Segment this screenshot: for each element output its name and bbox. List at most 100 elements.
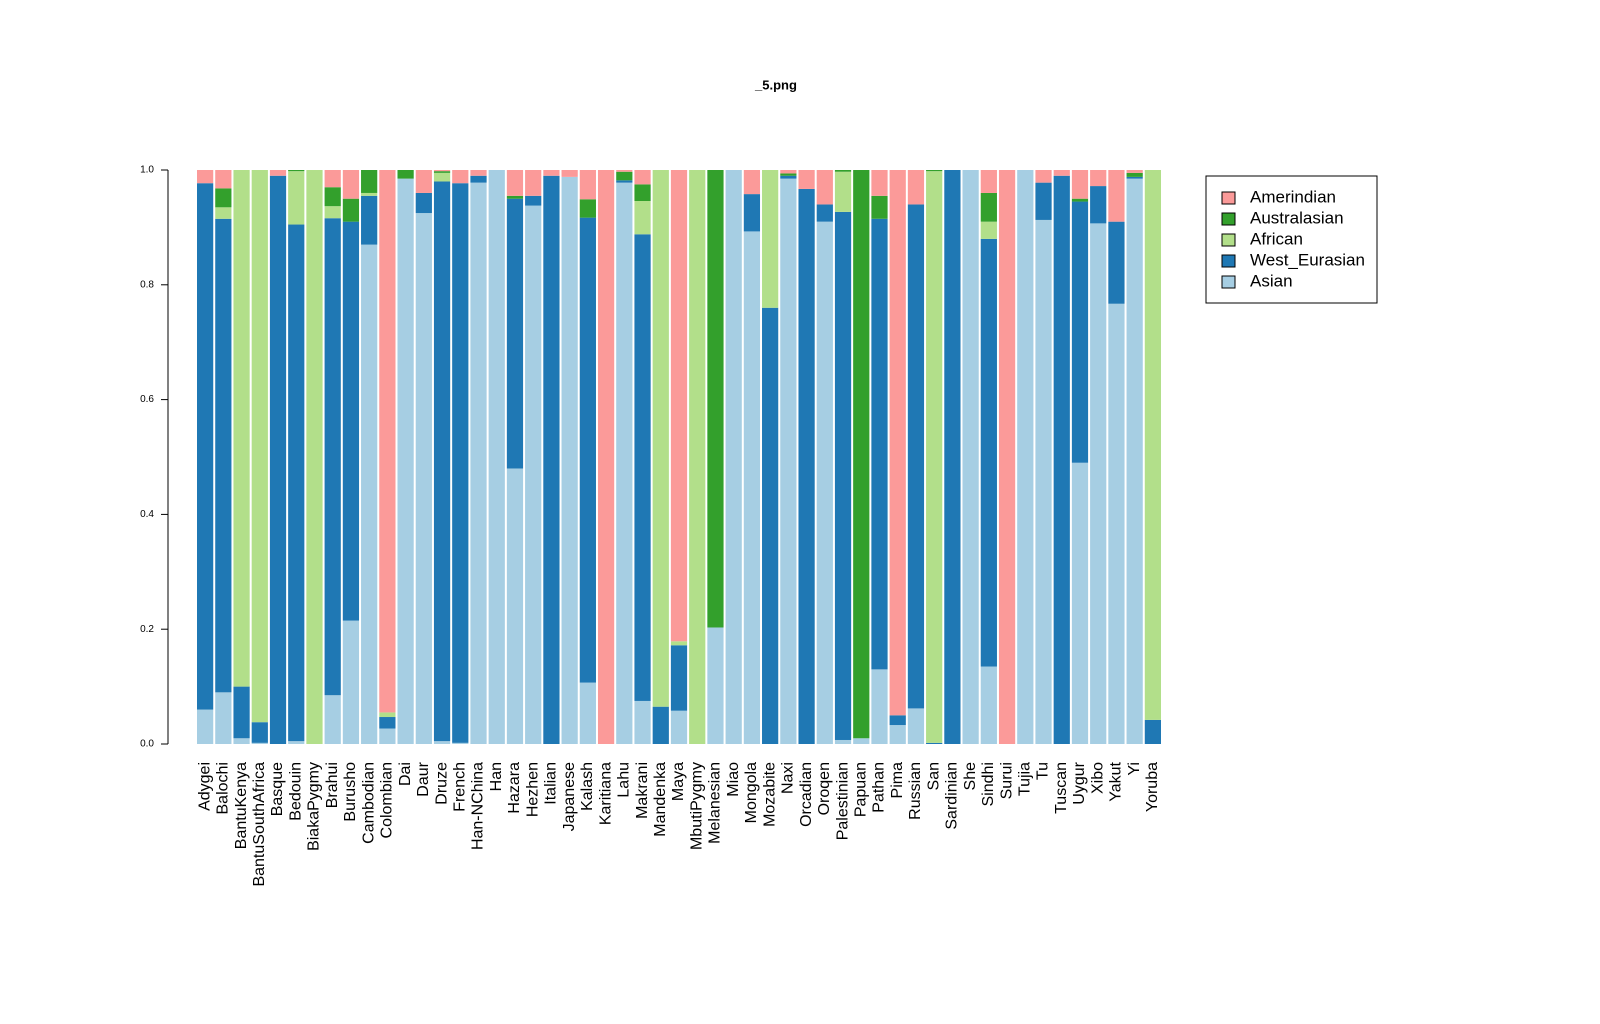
- bar-segment: [197, 709, 214, 744]
- bar-segment: [780, 175, 797, 179]
- bar-segment: [579, 682, 596, 744]
- bar-segment: [288, 224, 305, 742]
- bar-segment: [670, 641, 688, 646]
- bar-segment: [1126, 176, 1143, 179]
- x-tick-label: Lahu: [616, 762, 633, 798]
- bar-segment: [579, 217, 596, 683]
- bar-segment: [506, 468, 524, 744]
- legend-label: Amerindian: [1250, 187, 1336, 206]
- bar-segment: [1126, 178, 1143, 745]
- x-tick-label: Italian: [543, 762, 560, 805]
- bar-segment: [1035, 182, 1052, 220]
- x-tick-label: Mandenka: [652, 762, 669, 837]
- x-tick-label: French: [452, 762, 469, 812]
- bar-segment: [616, 182, 633, 745]
- bar-segment: [634, 700, 651, 744]
- bar-segment: [907, 708, 925, 744]
- x-tick-label: Pima: [889, 762, 906, 799]
- legend-label: Australasian: [1250, 208, 1344, 227]
- x-tick-label: BantuKenya: [233, 762, 250, 849]
- legend-swatch: [1221, 275, 1236, 289]
- x-tick-label: Bedouin: [287, 762, 304, 821]
- bar-segment: [816, 221, 833, 744]
- bar-segment: [634, 170, 651, 185]
- bar-segment: [1090, 186, 1107, 224]
- x-tick-label: Mozabite: [761, 762, 778, 827]
- bar-segment: [1017, 170, 1034, 744]
- bar-segment: [1071, 198, 1089, 202]
- bar-segment: [452, 742, 469, 744]
- legend-swatch: [1221, 254, 1236, 268]
- x-tick-label: Palestinian: [834, 762, 851, 840]
- x-tick-label: Uygur: [1071, 761, 1088, 804]
- x-tick-label: Daur: [415, 761, 432, 796]
- bar-segment: [780, 170, 797, 174]
- bar-segment: [361, 192, 378, 196]
- bar-segment: [379, 170, 396, 713]
- bar-segment: [798, 188, 815, 744]
- x-tick-label: Han-NChina: [470, 762, 487, 850]
- bar-segment: [889, 725, 906, 744]
- bar-segment: [1071, 201, 1089, 463]
- bar-segment: [652, 706, 669, 744]
- x-tick-label: Cambodian: [360, 762, 377, 844]
- x-tick-label: Hazara: [506, 762, 523, 814]
- bar-segment: [834, 211, 852, 740]
- x-tick-label: She: [962, 762, 979, 791]
- x-tick-label: Tuscan: [1053, 762, 1070, 814]
- bar-segment: [415, 170, 432, 193]
- bar-segment: [1053, 170, 1070, 176]
- bar-segment: [561, 170, 578, 177]
- bar-segment: [506, 170, 524, 196]
- bar-segment: [834, 171, 852, 212]
- bar-segment: [889, 715, 906, 726]
- bar-segment: [980, 238, 997, 667]
- bar-segment: [980, 170, 997, 193]
- bar-segment: [1126, 172, 1143, 177]
- bar-segment: [433, 741, 451, 744]
- bar-segment: [707, 170, 724, 628]
- x-tick-label: Kalash: [579, 762, 596, 811]
- bar-segment: [506, 198, 524, 469]
- bar-segment: [707, 627, 724, 744]
- x-tick-label: Burusho: [342, 762, 359, 822]
- x-tick-label: Yoruba: [1144, 762, 1161, 812]
- bar-segment: [324, 695, 341, 744]
- bar-segment: [798, 170, 815, 189]
- bar-segment: [288, 741, 305, 744]
- y-tick-label: 1.0: [140, 165, 154, 176]
- x-tick-label: Russian: [907, 762, 924, 820]
- x-tick-label: Yi: [1126, 762, 1143, 776]
- legend-label: West_Eurasian: [1250, 250, 1365, 269]
- bar-segment: [616, 170, 633, 172]
- bar-segment: [1126, 170, 1143, 173]
- bar-segment: [980, 221, 997, 239]
- bar-segment: [324, 187, 341, 207]
- bar-segment: [926, 171, 943, 743]
- bar-segment: [1035, 219, 1052, 745]
- bar-segment: [306, 170, 323, 744]
- x-tick-label: Druze: [433, 762, 450, 805]
- bar-segment: [907, 170, 925, 205]
- bar-segment: [1090, 170, 1107, 187]
- x-tick-label: Basque: [269, 762, 286, 816]
- bar-segment: [525, 170, 542, 196]
- bar-segment: [543, 175, 560, 745]
- bar-segment: [361, 170, 378, 193]
- x-tick-label: Balochi: [215, 762, 232, 814]
- bar-segment: [634, 200, 651, 235]
- bar-segment: [889, 170, 906, 716]
- bar-segment: [926, 742, 943, 744]
- bar-segment: [324, 206, 341, 219]
- chart-title: _5.png: [754, 77, 797, 92]
- bar-segment: [834, 739, 852, 744]
- bar-segment: [288, 170, 305, 172]
- bar-segment: [415, 192, 432, 214]
- bar-segment: [725, 170, 742, 744]
- x-tick-label: BantuSouthAfrica: [251, 762, 268, 887]
- x-tick-label: Adygei: [196, 762, 213, 811]
- bar-segment: [269, 170, 287, 176]
- bar-segment: [1108, 303, 1125, 744]
- bar-segment: [452, 183, 469, 743]
